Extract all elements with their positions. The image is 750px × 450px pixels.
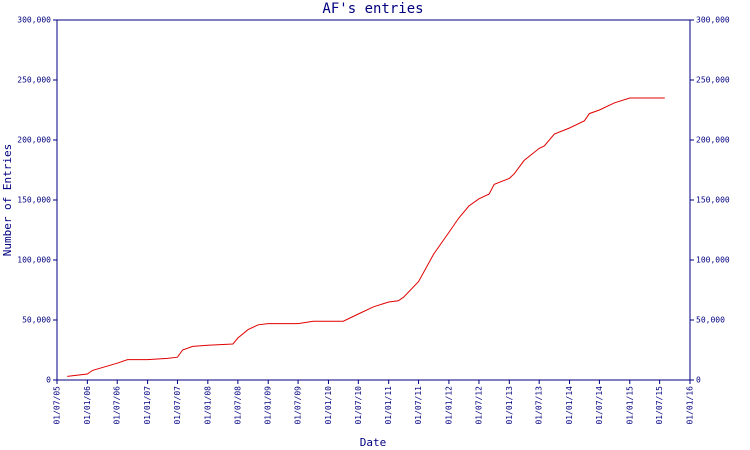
x-tick-label: 01/07/09 xyxy=(294,386,303,425)
x-tick-label: 01/07/12 xyxy=(474,386,483,425)
x-tick-label: 01/07/14 xyxy=(595,386,604,425)
y-tick-label: 200,000 xyxy=(17,136,51,145)
x-tick-label: 01/01/15 xyxy=(625,386,634,425)
y-tick-label: 150,000 xyxy=(17,196,51,205)
y2-tick-label: 150,000 xyxy=(696,196,730,205)
y2-tick-label: 100,000 xyxy=(696,256,730,265)
x-tick-label: 01/07/15 xyxy=(655,386,664,425)
y-tick-label: 100,000 xyxy=(17,256,51,265)
x-axis-label: Date xyxy=(360,436,387,449)
x-tick-label: 01/07/10 xyxy=(354,386,363,425)
y-tick-label: 0 xyxy=(46,376,51,385)
x-tick-label: 01/01/13 xyxy=(505,386,514,425)
x-tick-label: 01/07/07 xyxy=(173,386,182,425)
x-tick-label: 01/07/05 xyxy=(53,386,62,425)
x-tick-label: 01/01/06 xyxy=(83,386,92,425)
plot-frame xyxy=(56,19,691,381)
y2-tick-label: 300,000 xyxy=(696,16,730,25)
x-tick-label: 01/07/06 xyxy=(113,386,122,425)
x-tick-label: 01/01/10 xyxy=(324,386,333,425)
y2-tick-label: 250,000 xyxy=(696,76,730,85)
x-tick-label: 01/01/12 xyxy=(444,386,453,425)
y2-tick-label: 200,000 xyxy=(696,136,730,145)
x-tick-label: 01/01/16 xyxy=(686,386,695,425)
y2-tick-label: 0 xyxy=(696,376,701,385)
x-tick-label: 01/01/07 xyxy=(143,386,152,425)
x-tick-label: 01/01/08 xyxy=(203,386,212,425)
x-tick-label: 01/07/08 xyxy=(233,386,242,425)
chart-title: AF's entries xyxy=(322,1,423,17)
x-tick-label: 01/01/14 xyxy=(565,386,574,425)
y-tick-label: 300,000 xyxy=(17,16,51,25)
y-tick-label: 50,000 xyxy=(22,316,51,325)
x-tick-label: 01/07/13 xyxy=(535,386,544,425)
y-tick-label: 250,000 xyxy=(17,76,51,85)
x-tick-label: 01/01/11 xyxy=(384,386,393,425)
x-tick-label: 01/07/11 xyxy=(414,386,423,425)
y2-tick-label: 50,000 xyxy=(696,316,725,325)
y-axis-label: Number of Entries xyxy=(1,144,14,257)
data-line xyxy=(67,97,665,377)
x-tick-label: 01/01/09 xyxy=(264,386,273,425)
